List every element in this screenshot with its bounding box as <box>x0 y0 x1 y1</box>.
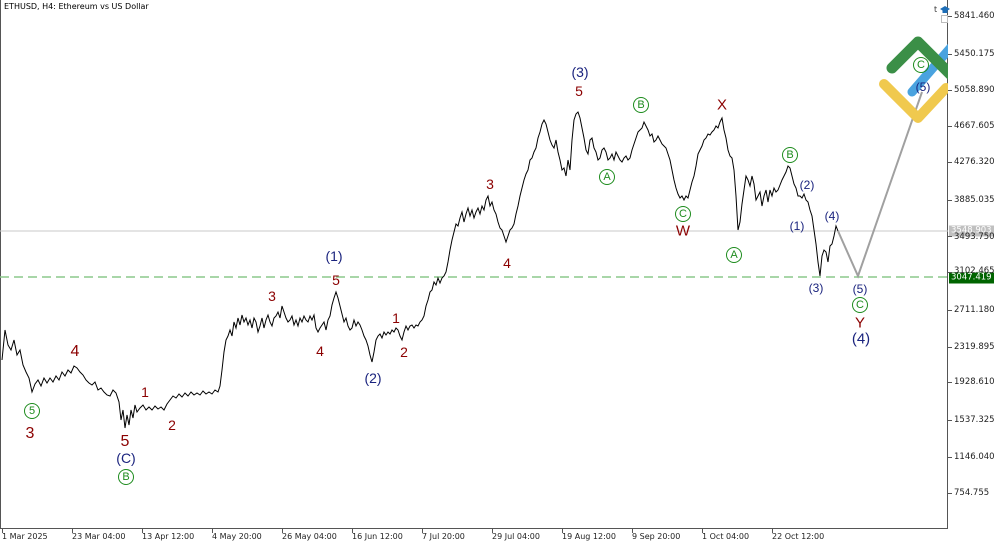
x-label: 1 Oct 04:00 <box>702 532 750 541</box>
y-label: 2319.895 <box>954 342 995 352</box>
wave-label: (4) <box>851 330 871 348</box>
wave-label: 5 <box>24 403 40 419</box>
price-plot <box>0 36 948 429</box>
x-label: 23 Mar 04:00 <box>72 532 126 541</box>
y-tick <box>948 54 952 55</box>
x-tick <box>422 529 423 533</box>
wave-label: 4 <box>70 343 80 360</box>
wave-label: 3 <box>268 288 276 304</box>
wave-label: C <box>852 297 868 313</box>
x-tick <box>142 529 143 533</box>
x-tick <box>352 529 353 533</box>
x-tick <box>2 529 3 533</box>
wave-label: B <box>633 97 649 113</box>
x-label: 19 Aug 12:00 <box>562 532 616 541</box>
x-label: 7 Jul 20:00 <box>422 532 465 541</box>
y-label: 3102.465 <box>954 266 995 276</box>
y-tick <box>948 347 952 348</box>
wave-label: W <box>675 222 691 240</box>
y-label: 1928.610 <box>954 377 995 387</box>
y-tick <box>948 310 952 311</box>
wave-label: (3) <box>808 281 824 295</box>
wave-label: Y <box>854 314 866 332</box>
y-tick <box>948 272 952 273</box>
y-label: 1537.325 <box>954 415 995 425</box>
y-tick <box>948 457 952 458</box>
x-label: 16 Jun 12:00 <box>352 532 403 541</box>
chart-title: ETHUSD, H4: Ethereum vs US Dollar <box>4 2 149 11</box>
y-tick <box>948 90 952 91</box>
wave-label: 5 <box>120 433 130 450</box>
x-label: 4 May 20:00 <box>212 532 262 541</box>
wave-label: 2 <box>168 417 176 433</box>
chart-frame <box>0 0 948 529</box>
current-price-tag: 3548.903 <box>949 225 994 237</box>
wave-label: 1 <box>392 310 400 326</box>
y-tick <box>948 420 952 421</box>
x-label: 29 Jul 04:00 <box>492 532 540 541</box>
y-label: 754.755 <box>954 488 990 498</box>
wave-label: B <box>782 147 798 163</box>
y-label: 1146.040 <box>954 452 995 462</box>
projection-line <box>837 91 923 279</box>
x-label: 13 Apr 12:00 <box>142 532 195 541</box>
wave-label: (2) <box>799 178 815 192</box>
x-tick <box>212 529 213 533</box>
wave-label: 4 <box>503 255 511 271</box>
support-price-tag: 3047.419 <box>949 272 994 284</box>
wave-label: 3 <box>486 176 494 192</box>
wave-label: 5 <box>575 83 583 99</box>
y-tick <box>948 162 952 163</box>
price-series <box>1 111 839 429</box>
wave-label: (1) <box>325 248 343 264</box>
y-label: 3885.035 <box>954 195 995 205</box>
x-tick <box>632 529 633 533</box>
wave-label: (2) <box>364 370 382 386</box>
x-tick <box>772 529 773 533</box>
y-label: 3493.750 <box>954 232 995 242</box>
wave-label: (1) <box>789 219 805 233</box>
x-tick <box>562 529 563 533</box>
y-label: 2711.180 <box>954 305 995 315</box>
wave-label: (C) <box>116 450 136 466</box>
wave-label: 4 <box>316 343 324 359</box>
graduation-cap-icon[interactable] <box>940 6 950 14</box>
scroll-icon[interactable] <box>941 15 948 23</box>
y-label: 5058.890 <box>954 85 995 95</box>
wave-label: B <box>118 469 134 485</box>
wave-label: A <box>599 169 615 185</box>
y-tick <box>948 16 952 17</box>
y-tick <box>948 382 952 383</box>
x-label: 26 May 04:00 <box>282 532 337 541</box>
y-label: 5450.175 <box>954 49 995 59</box>
wave-label: C <box>913 57 929 73</box>
y-tick <box>948 493 952 494</box>
y-label: 4276.320 <box>954 157 995 167</box>
wave-label: (5) <box>915 80 931 94</box>
x-label: 9 Sep 20:00 <box>632 532 681 541</box>
wave-label: 2 <box>400 344 408 360</box>
wave-label: A <box>726 247 742 263</box>
wave-label: (5) <box>852 282 868 296</box>
x-tick <box>702 529 703 533</box>
x-tick <box>282 529 283 533</box>
wave-label: 3 <box>25 425 35 442</box>
wave-label: 5 <box>332 272 340 288</box>
x-tick <box>72 529 73 533</box>
wave-label: X <box>716 96 728 114</box>
y-label: 4667.605 <box>954 121 995 131</box>
y-tick <box>948 126 952 127</box>
y-tick <box>948 236 952 237</box>
y-label: 5841.460 <box>954 11 995 21</box>
x-tick <box>492 529 493 533</box>
wave-label: C <box>675 206 691 222</box>
wave-label: (4) <box>824 209 840 223</box>
wave-label: (3) <box>571 64 589 80</box>
x-label: 1 Mar 2025 <box>2 532 48 541</box>
trade-t-icon[interactable]: t <box>934 5 938 14</box>
x-label: 22 Oct 12:00 <box>772 532 825 541</box>
brand-logo-icon <box>879 36 948 123</box>
y-tick <box>948 200 952 201</box>
wave-label: 1 <box>141 384 149 400</box>
